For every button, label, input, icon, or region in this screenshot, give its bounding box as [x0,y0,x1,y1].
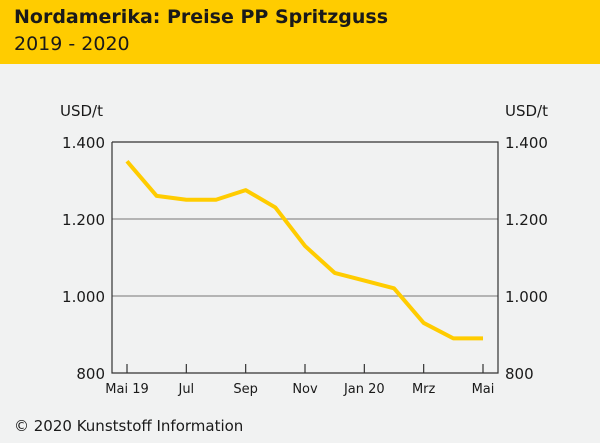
x-tick-label: Mai [472,382,495,397]
x-tick-label: Mai 19 [105,382,148,397]
x-tick-label: Sep [233,382,258,397]
x-tick-label: Nov [292,382,318,397]
chart-title: Nordamerika: Preise PP Spritzguss [14,6,389,28]
chart-subtitle: 2019 - 2020 [14,33,130,55]
y-tick-label-left: 1.200 [62,211,105,229]
y-tick-label-right: 1.200 [505,211,548,229]
y-tick-label-right: 1.000 [505,288,548,306]
x-tick-label: Mrz [412,382,436,397]
y-tick-label-left: 1.400 [62,134,105,152]
y-tick-label-left: 1.000 [62,288,105,306]
chart-header: Nordamerika: Preise PP Spritzguss 2019 -… [0,0,600,64]
plot-frame [111,141,499,374]
x-tick-label: Jul [177,382,194,397]
y-axis-label-left: USD/t [60,102,103,120]
y-axis-label-right: USD/t [505,102,548,120]
y-tick-label-right: 1.400 [505,134,548,152]
x-tick-label: Jan 20 [343,382,385,397]
y-tick-label-left: 800 [76,365,105,383]
y-tick-label-right: 800 [505,365,534,383]
copyright-footer: © 2020 Kunststoff Information [14,417,244,435]
series-line-pp-spritzguss [125,159,483,341]
